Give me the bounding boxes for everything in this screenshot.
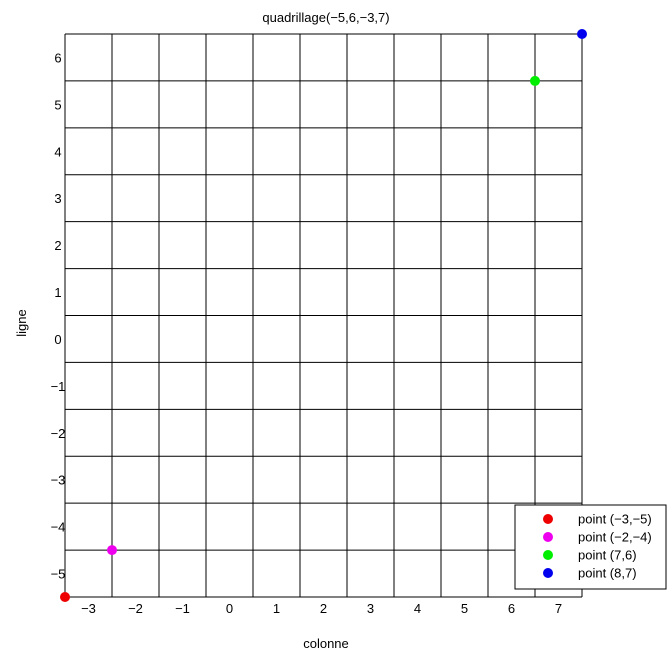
y-tick-label: −4 <box>51 520 66 535</box>
x-tick-label: −3 <box>81 601 96 616</box>
chart-title: quadrillage(−5,6,−3,7) <box>262 10 389 25</box>
y-tick-label: 6 <box>54 50 61 65</box>
x-tick-label: −1 <box>175 601 190 616</box>
x-tick-label: 4 <box>414 601 421 616</box>
legend-entry-label: point (8,7) <box>578 566 637 581</box>
legend-marker <box>543 550 553 560</box>
y-tick-label: 1 <box>54 285 61 300</box>
x-tick-label: 2 <box>320 601 327 616</box>
data-point <box>577 29 587 39</box>
y-tick-label: −3 <box>51 473 66 488</box>
y-tick-label: −5 <box>51 567 66 582</box>
y-tick-label: 5 <box>54 97 61 112</box>
y-tick-label: 0 <box>54 332 61 347</box>
legend: point (−3,−5) point (−2,−4) point (7,6) poi… <box>514 504 667 590</box>
legend-entry-label: point (−2,−4) <box>578 530 652 545</box>
x-tick-label: 5 <box>461 601 468 616</box>
y-tick-label: 3 <box>54 191 61 206</box>
data-point <box>107 545 117 556</box>
points-layer <box>60 29 587 602</box>
legend-marker <box>543 514 553 524</box>
y-tick-labels: −5 −4 −3 −2 −1 0 1 2 3 4 5 6 <box>51 50 66 581</box>
x-tick-labels: −3 −2 −1 0 1 2 3 4 5 6 7 <box>81 601 562 616</box>
legend-box <box>514 504 667 590</box>
legend-marker <box>543 532 553 542</box>
x-tick-label: 1 <box>273 601 280 616</box>
x-tick-label: 6 <box>508 601 515 616</box>
data-point <box>60 592 70 602</box>
legend-entry-label: point (−3,−5) <box>578 512 652 527</box>
y-tick-label: −1 <box>51 379 66 394</box>
x-tick-label: 3 <box>367 601 374 616</box>
y-tick-label: −2 <box>51 426 66 441</box>
x-axis-label: colonne <box>303 636 349 651</box>
x-tick-label: 7 <box>555 601 562 616</box>
x-tick-label: −2 <box>128 601 143 616</box>
y-tick-label: 4 <box>54 144 61 159</box>
x-tick-label: 0 <box>226 601 233 616</box>
y-tick-label: 2 <box>54 238 61 253</box>
legend-marker <box>543 568 553 578</box>
data-point <box>530 75 540 86</box>
y-axis-label: ligne <box>14 309 29 336</box>
legend-entry-label: point (7,6) <box>578 548 637 563</box>
grid-layer <box>64 33 583 598</box>
